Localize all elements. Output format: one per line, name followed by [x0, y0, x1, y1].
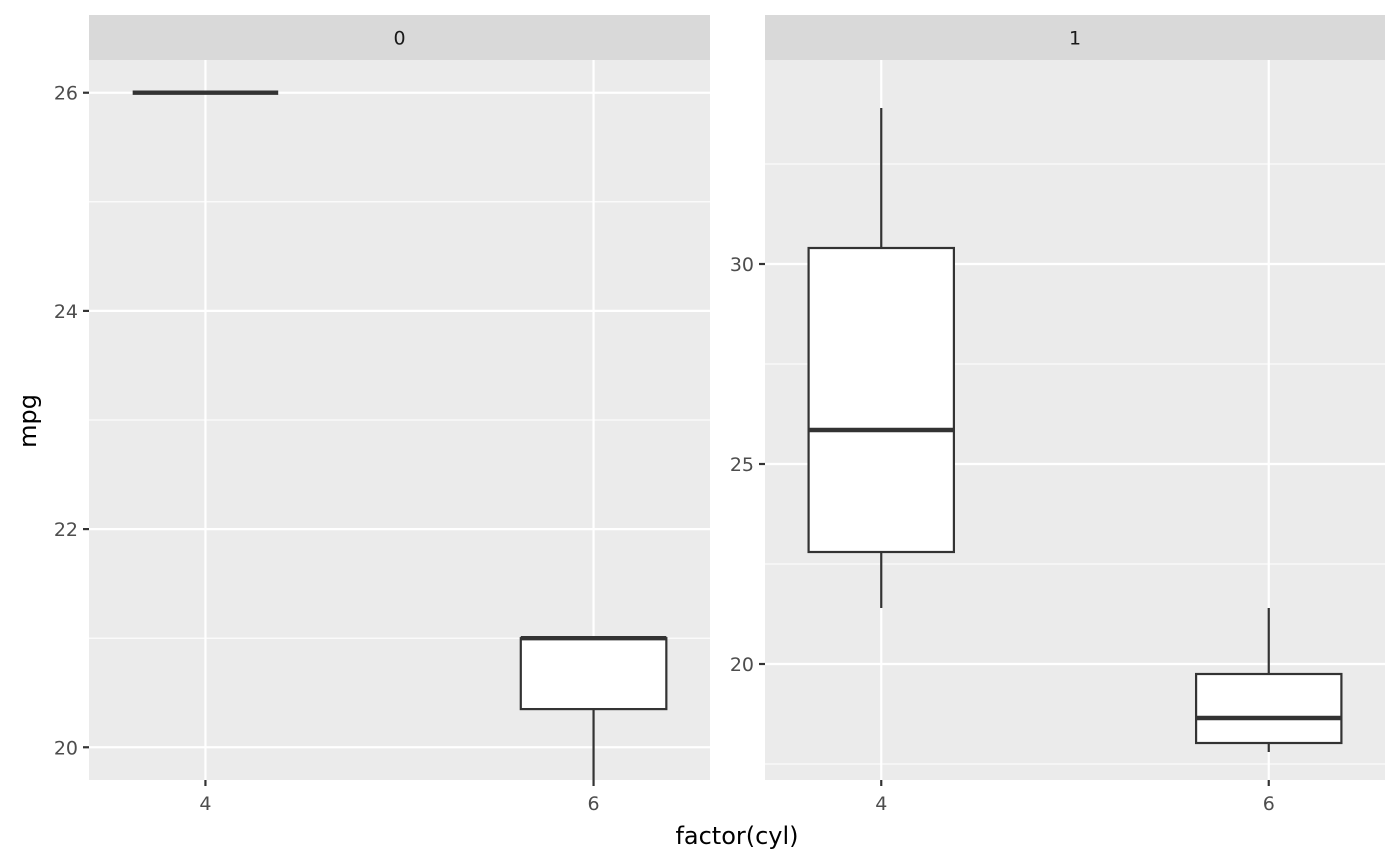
facet-strip-label: 1: [1069, 28, 1081, 50]
box-iqr: [807, 246, 956, 554]
facet-panel-0: 0 20 22 24 26 4 6: [54, 15, 710, 815]
y-tick-label: 30: [730, 254, 754, 276]
y-tick-label: 26: [54, 83, 78, 105]
x-axis-title: factor(cyl): [675, 822, 798, 850]
box-1-4: [807, 108, 956, 608]
facet-strip: [765, 15, 1385, 60]
y-tick-label: 20: [730, 654, 754, 676]
facet-strip-label: 0: [393, 28, 405, 50]
y-tick-label: 25: [730, 454, 754, 476]
x-tick-label: 6: [588, 793, 600, 815]
x-tick-label: 4: [875, 793, 887, 815]
box-1-6: [1194, 608, 1343, 752]
y-axis-title: mpg: [14, 394, 42, 448]
facet-panels: 0 20 22 24 26 4 6 1 20 25 30 4 6: [54, 15, 1385, 815]
y-tick-label: 20: [54, 737, 78, 759]
facet-strip: [89, 15, 710, 60]
y-tick-label: 24: [54, 301, 78, 323]
box-0-6: [519, 635, 668, 780]
box-iqr: [519, 637, 668, 711]
facet-panel-1: 1 20 25 30 4 6: [730, 15, 1385, 815]
y-tick-label: 22: [54, 519, 78, 541]
x-tick-label: 4: [199, 793, 211, 815]
box-iqr: [1194, 672, 1343, 745]
x-tick-label: 6: [1263, 793, 1275, 815]
